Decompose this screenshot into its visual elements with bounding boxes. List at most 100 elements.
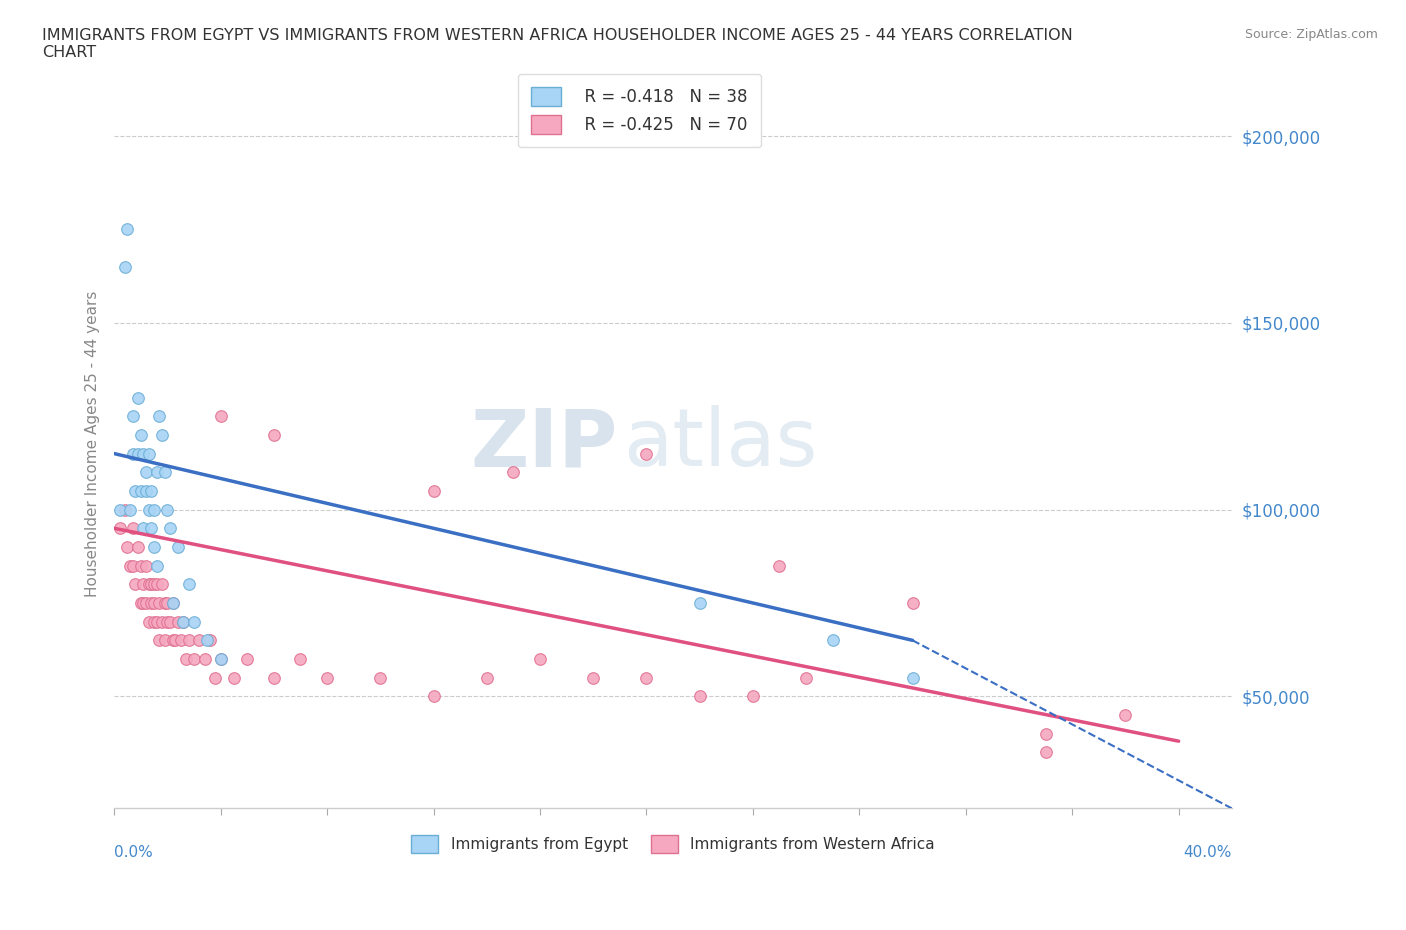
Point bbox=[120, 502, 142, 517]
Text: IMMIGRANTS FROM EGYPT VS IMMIGRANTS FROM WESTERN AFRICA HOUSEHOLDER INCOME AGES : IMMIGRANTS FROM EGYPT VS IMMIGRANTS FROM… bbox=[42, 28, 1073, 60]
Point bbox=[236, 652, 259, 667]
Point bbox=[222, 671, 245, 685]
Point bbox=[172, 614, 194, 629]
Point bbox=[129, 595, 152, 610]
Point bbox=[582, 671, 605, 685]
Point bbox=[120, 558, 142, 573]
Point bbox=[475, 671, 498, 685]
Point bbox=[183, 614, 205, 629]
Point bbox=[148, 595, 170, 610]
Point bbox=[124, 577, 146, 591]
Point bbox=[901, 595, 924, 610]
Point bbox=[141, 595, 163, 610]
Point bbox=[127, 446, 149, 461]
Point bbox=[167, 539, 190, 554]
Point bbox=[143, 539, 166, 554]
Point bbox=[741, 689, 763, 704]
Point bbox=[138, 577, 160, 591]
Point bbox=[1035, 726, 1057, 741]
Point bbox=[636, 446, 658, 461]
Point bbox=[636, 671, 658, 685]
Point bbox=[422, 689, 444, 704]
Point bbox=[117, 539, 139, 554]
Point bbox=[162, 595, 184, 610]
Point bbox=[124, 484, 146, 498]
Point bbox=[162, 595, 184, 610]
Point bbox=[198, 633, 221, 648]
Point bbox=[188, 633, 211, 648]
Point bbox=[209, 652, 232, 667]
Point bbox=[153, 595, 176, 610]
Point bbox=[209, 652, 232, 667]
Point bbox=[129, 558, 152, 573]
Point bbox=[174, 652, 197, 667]
Point bbox=[821, 633, 844, 648]
Point bbox=[145, 558, 167, 573]
Y-axis label: Householder Income Ages 25 - 44 years: Householder Income Ages 25 - 44 years bbox=[86, 291, 100, 597]
Point bbox=[121, 558, 143, 573]
Point bbox=[132, 521, 155, 536]
Point bbox=[108, 502, 131, 517]
Point bbox=[689, 595, 711, 610]
Point bbox=[127, 539, 149, 554]
Point bbox=[1114, 708, 1136, 723]
Point bbox=[209, 409, 232, 424]
Point bbox=[156, 595, 179, 610]
Point bbox=[143, 614, 166, 629]
Point bbox=[121, 409, 143, 424]
Text: 0.0%: 0.0% bbox=[114, 844, 153, 860]
Point bbox=[183, 652, 205, 667]
Point bbox=[156, 614, 179, 629]
Point bbox=[135, 558, 157, 573]
Point bbox=[159, 614, 181, 629]
Point bbox=[121, 446, 143, 461]
Point bbox=[150, 577, 173, 591]
Point bbox=[117, 222, 139, 237]
Point bbox=[135, 595, 157, 610]
Point bbox=[172, 614, 194, 629]
Point bbox=[132, 595, 155, 610]
Point bbox=[129, 484, 152, 498]
Point bbox=[204, 671, 226, 685]
Point bbox=[121, 521, 143, 536]
Text: ZIP: ZIP bbox=[470, 405, 617, 484]
Point bbox=[148, 633, 170, 648]
Point bbox=[195, 633, 218, 648]
Point bbox=[145, 465, 167, 480]
Point bbox=[129, 428, 152, 443]
Point bbox=[194, 652, 217, 667]
Point bbox=[141, 521, 163, 536]
Point bbox=[150, 428, 173, 443]
Text: Source: ZipAtlas.com: Source: ZipAtlas.com bbox=[1244, 28, 1378, 41]
Text: atlas: atlas bbox=[623, 405, 817, 484]
Point bbox=[135, 465, 157, 480]
Point bbox=[794, 671, 817, 685]
Point bbox=[127, 390, 149, 405]
Point bbox=[529, 652, 551, 667]
Point bbox=[165, 633, 187, 648]
Point bbox=[114, 259, 136, 274]
Point bbox=[901, 671, 924, 685]
Point bbox=[114, 502, 136, 517]
Point bbox=[138, 446, 160, 461]
Point bbox=[159, 521, 181, 536]
Point bbox=[263, 671, 285, 685]
Point bbox=[135, 484, 157, 498]
Point bbox=[138, 502, 160, 517]
Point bbox=[156, 502, 179, 517]
Text: 40.0%: 40.0% bbox=[1184, 844, 1232, 860]
Point bbox=[141, 577, 163, 591]
Point bbox=[162, 633, 184, 648]
Point bbox=[145, 614, 167, 629]
Point bbox=[132, 446, 155, 461]
Point bbox=[108, 521, 131, 536]
Point bbox=[153, 633, 176, 648]
Point bbox=[148, 409, 170, 424]
Point bbox=[143, 577, 166, 591]
Point bbox=[141, 484, 163, 498]
Point bbox=[689, 689, 711, 704]
Point bbox=[768, 558, 790, 573]
Point bbox=[138, 614, 160, 629]
Point bbox=[132, 577, 155, 591]
Point bbox=[145, 577, 167, 591]
